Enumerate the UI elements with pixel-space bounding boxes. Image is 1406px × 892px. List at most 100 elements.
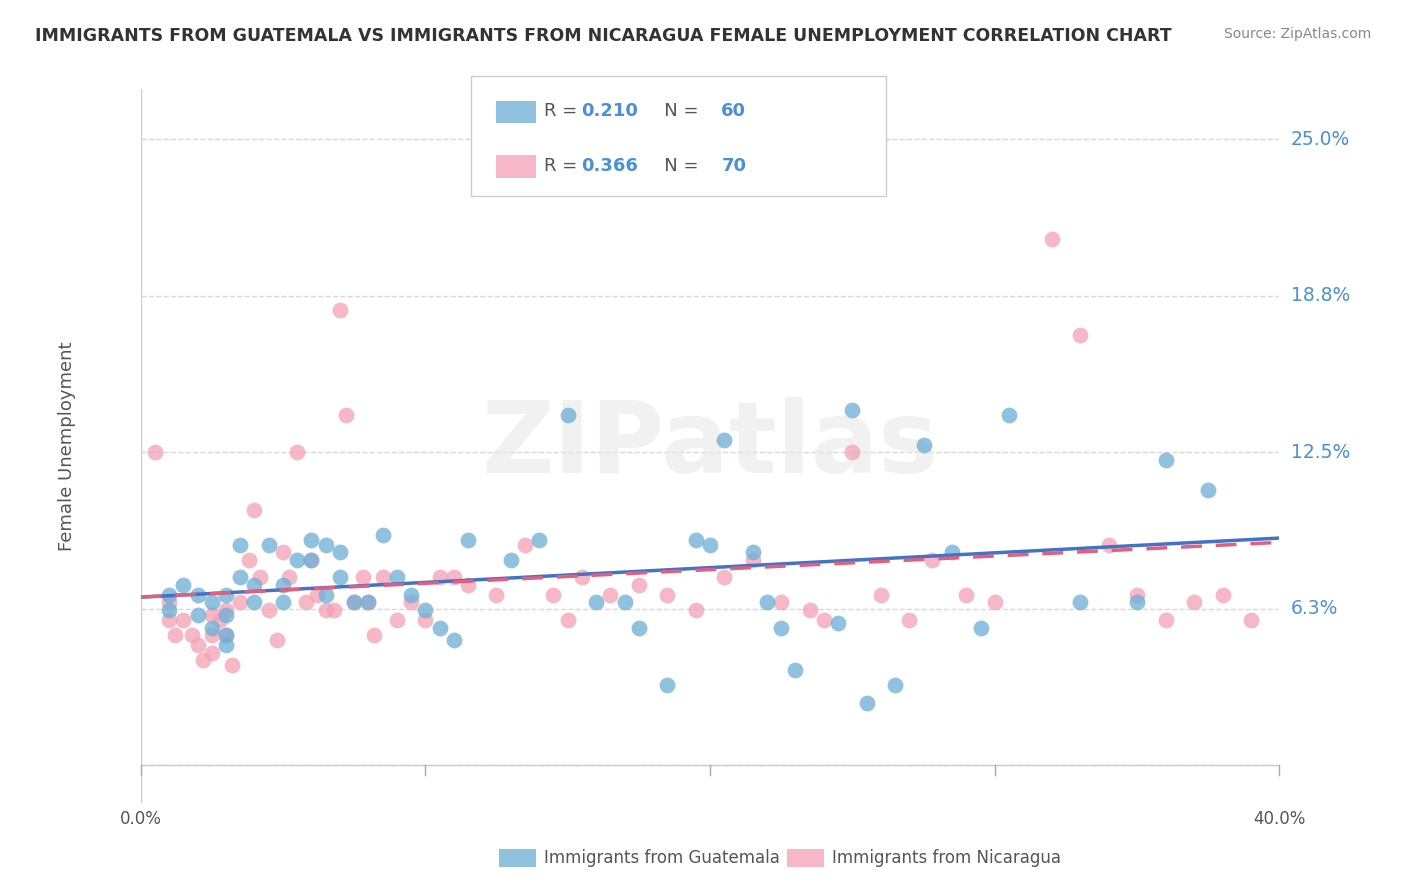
Text: 0.210: 0.210 — [581, 103, 637, 120]
Point — [898, 613, 921, 627]
Point — [657, 588, 679, 602]
Point — [613, 595, 636, 609]
Text: Immigrants from Nicaragua: Immigrants from Nicaragua — [832, 849, 1062, 867]
Point — [1154, 613, 1177, 627]
Point — [557, 613, 579, 627]
Point — [741, 553, 763, 567]
Point — [399, 588, 422, 602]
Text: N =: N = — [647, 103, 704, 120]
Point — [699, 538, 721, 552]
Point — [713, 433, 735, 447]
Text: 0.366: 0.366 — [581, 157, 637, 175]
Point — [557, 408, 579, 422]
Point — [429, 621, 451, 635]
Point — [186, 588, 209, 602]
Point — [529, 533, 551, 547]
Point — [271, 578, 294, 592]
Point — [215, 628, 238, 642]
Point — [301, 553, 323, 567]
Point — [193, 653, 215, 667]
Point — [941, 545, 963, 559]
Point — [457, 533, 479, 547]
Point — [457, 578, 479, 592]
Point — [513, 538, 536, 552]
Point — [315, 588, 337, 602]
Point — [770, 595, 793, 609]
Text: 18.8%: 18.8% — [1291, 286, 1350, 305]
Point — [229, 570, 252, 584]
Point — [329, 570, 352, 584]
Point — [329, 545, 352, 559]
Point — [1240, 613, 1263, 627]
Point — [657, 678, 679, 692]
Point — [841, 445, 863, 459]
Point — [343, 595, 366, 609]
Point — [870, 588, 893, 602]
Point — [301, 553, 323, 567]
Point — [201, 595, 224, 609]
Point — [243, 595, 266, 609]
Point — [385, 613, 408, 627]
Point — [429, 570, 451, 584]
Point — [499, 553, 522, 567]
Point — [249, 570, 271, 584]
Point — [307, 588, 329, 602]
Point — [271, 545, 294, 559]
Point — [186, 638, 209, 652]
Point — [998, 408, 1021, 422]
Point — [813, 613, 835, 627]
Point — [301, 533, 323, 547]
Point — [571, 570, 593, 584]
Point — [785, 663, 807, 677]
Point — [357, 595, 380, 609]
Point — [221, 658, 243, 673]
Point — [294, 595, 316, 609]
Point — [599, 588, 621, 602]
Point — [172, 578, 194, 592]
Point — [984, 595, 1007, 609]
Point — [770, 621, 793, 635]
Point — [201, 646, 224, 660]
Point — [385, 570, 408, 584]
Point — [912, 438, 935, 452]
Point — [756, 595, 779, 609]
Point — [266, 633, 288, 648]
Point — [257, 538, 280, 552]
Text: 0.0%: 0.0% — [120, 810, 162, 829]
Point — [243, 503, 266, 517]
Point — [921, 553, 943, 567]
Point — [157, 603, 180, 617]
Point — [415, 603, 437, 617]
Point — [955, 588, 977, 602]
Point — [1069, 595, 1091, 609]
Point — [277, 570, 299, 584]
Point — [157, 613, 180, 627]
Point — [215, 628, 238, 642]
Text: 25.0%: 25.0% — [1291, 129, 1350, 149]
Text: R =: R = — [544, 157, 583, 175]
Text: 40.0%: 40.0% — [1253, 810, 1306, 829]
Point — [157, 595, 180, 609]
Point — [285, 445, 308, 459]
Text: 60: 60 — [721, 103, 747, 120]
Point — [1126, 588, 1149, 602]
Point — [229, 595, 252, 609]
Point — [1040, 232, 1063, 246]
Point — [215, 607, 238, 622]
Point — [201, 607, 224, 622]
Point — [1098, 538, 1121, 552]
Point — [627, 621, 650, 635]
Point — [415, 613, 437, 627]
Point — [243, 578, 266, 592]
Point — [855, 696, 877, 710]
Point — [1182, 595, 1205, 609]
Point — [1126, 595, 1149, 609]
Point — [543, 588, 565, 602]
Point — [685, 533, 707, 547]
Point — [215, 588, 238, 602]
Point — [257, 603, 280, 617]
Point — [323, 603, 346, 617]
Point — [443, 570, 465, 584]
Point — [799, 603, 821, 617]
Text: ZIPatlas: ZIPatlas — [482, 398, 938, 494]
